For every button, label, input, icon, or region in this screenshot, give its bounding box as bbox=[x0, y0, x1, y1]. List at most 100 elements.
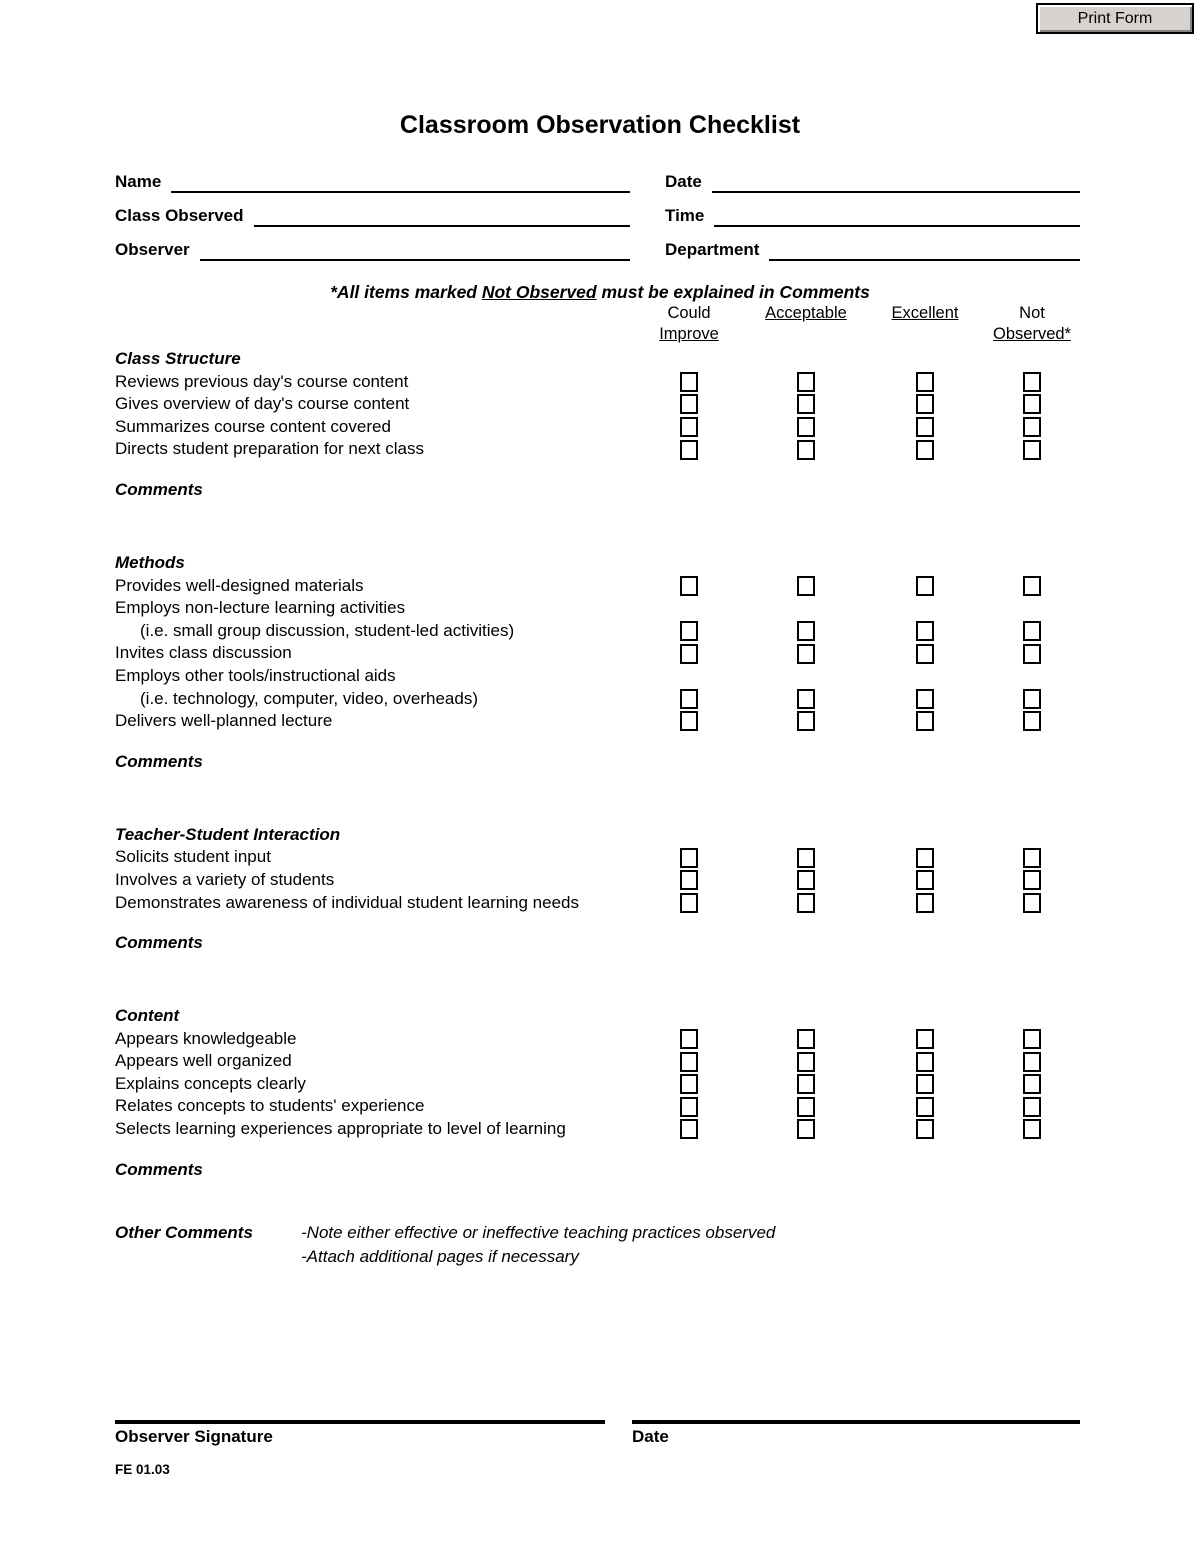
checkbox-excellent[interactable] bbox=[916, 1074, 934, 1095]
checkbox-not-observed[interactable] bbox=[1023, 575, 1041, 596]
other-comments-label: Other Comments bbox=[115, 1223, 253, 1242]
checkbox-could-improve[interactable] bbox=[680, 1074, 698, 1095]
checklist-item-label: Selects learning experiences appropriate… bbox=[115, 1119, 566, 1139]
checkbox-excellent[interactable] bbox=[916, 1028, 934, 1049]
checkbox-acceptable[interactable] bbox=[797, 643, 815, 664]
checkbox-excellent[interactable] bbox=[916, 417, 934, 438]
checkbox-acceptable[interactable] bbox=[797, 417, 815, 438]
checkbox-excellent[interactable] bbox=[916, 1096, 934, 1117]
form-code: FE 01.03 bbox=[115, 1462, 170, 1477]
checkbox-excellent[interactable] bbox=[916, 621, 934, 642]
checkbox-could-improve[interactable] bbox=[680, 643, 698, 664]
checkbox-acceptable[interactable] bbox=[797, 892, 815, 913]
print-form-button[interactable]: Print Form bbox=[1036, 3, 1194, 34]
checkbox-not-observed[interactable] bbox=[1023, 688, 1041, 709]
checkbox-acceptable[interactable] bbox=[797, 1051, 815, 1072]
checkbox-excellent[interactable] bbox=[916, 394, 934, 415]
checklist-row: Explains concepts clearly bbox=[115, 1073, 1088, 1096]
signature-date-block: Date bbox=[632, 1420, 1080, 1452]
observer-label: Observer bbox=[115, 240, 190, 259]
checkbox-could-improve[interactable] bbox=[680, 1051, 698, 1072]
checkbox-not-observed[interactable] bbox=[1023, 870, 1041, 891]
checkbox-could-improve[interactable] bbox=[680, 1096, 698, 1117]
checklist-row: Delivers well-planned lecture bbox=[115, 710, 1088, 733]
checkbox-could-improve[interactable] bbox=[680, 575, 698, 596]
checkbox-not-observed[interactable] bbox=[1023, 643, 1041, 664]
checkbox-excellent[interactable] bbox=[916, 711, 934, 732]
date-input[interactable] bbox=[711, 171, 1080, 193]
checkbox-could-improve[interactable] bbox=[680, 621, 698, 642]
checklist-item-label: Relates concepts to students' experience bbox=[115, 1096, 425, 1116]
checkbox-could-improve[interactable] bbox=[680, 439, 698, 460]
checkbox-not-observed[interactable] bbox=[1023, 1074, 1041, 1095]
checkbox-not-observed[interactable] bbox=[1023, 439, 1041, 460]
observer-field-row: Observer bbox=[115, 239, 630, 261]
checkbox-excellent[interactable] bbox=[916, 575, 934, 596]
checkbox-acceptable[interactable] bbox=[797, 1096, 815, 1117]
checkbox-not-observed[interactable] bbox=[1023, 1051, 1041, 1072]
time-input[interactable] bbox=[714, 205, 1080, 227]
checkbox-could-improve[interactable] bbox=[680, 847, 698, 868]
checkbox-acceptable[interactable] bbox=[797, 1074, 815, 1095]
checkbox-not-observed[interactable] bbox=[1023, 394, 1041, 415]
checkbox-excellent[interactable] bbox=[916, 870, 934, 891]
checklist-item-label: Involves a variety of students bbox=[115, 869, 335, 889]
checklist-row: Relates concepts to students' experience bbox=[115, 1095, 1088, 1118]
checklist-row: Solicits student input bbox=[115, 846, 1088, 869]
checkbox-not-observed[interactable] bbox=[1023, 417, 1041, 438]
checkbox-acceptable[interactable] bbox=[797, 870, 815, 891]
checkbox-not-observed[interactable] bbox=[1023, 847, 1041, 868]
class-observed-input[interactable] bbox=[253, 205, 630, 227]
checkbox-not-observed[interactable] bbox=[1023, 1028, 1041, 1049]
checkbox-excellent[interactable] bbox=[916, 847, 934, 868]
checkbox-could-improve[interactable] bbox=[680, 394, 698, 415]
checkbox-acceptable[interactable] bbox=[797, 439, 815, 460]
checkbox-excellent[interactable] bbox=[916, 643, 934, 664]
checklist-row: Reviews previous day's course content bbox=[115, 371, 1088, 394]
checkbox-excellent[interactable] bbox=[916, 1051, 934, 1072]
checkbox-not-observed[interactable] bbox=[1023, 1119, 1041, 1140]
checkbox-acceptable[interactable] bbox=[797, 371, 815, 392]
checkbox-acceptable[interactable] bbox=[797, 1119, 815, 1140]
class-observed-label: Class Observed bbox=[115, 206, 244, 225]
checkbox-not-observed[interactable] bbox=[1023, 892, 1041, 913]
name-input[interactable] bbox=[171, 171, 630, 193]
checklist-item-label: Invites class discussion bbox=[115, 643, 292, 663]
checkbox-acceptable[interactable] bbox=[797, 621, 815, 642]
checkbox-not-observed[interactable] bbox=[1023, 621, 1041, 642]
checkbox-excellent[interactable] bbox=[916, 439, 934, 460]
checkbox-excellent[interactable] bbox=[916, 688, 934, 709]
checkbox-could-improve[interactable] bbox=[680, 1028, 698, 1049]
checklist-item-label: Appears knowledgeable bbox=[115, 1028, 297, 1048]
checklist-row: Employs other tools/instructional aids bbox=[115, 665, 1088, 688]
checkbox-acceptable[interactable] bbox=[797, 847, 815, 868]
checklist-item-label: Directs student preparation for next cla… bbox=[115, 439, 424, 459]
section-content: Content Appears knowledgeable Appears we… bbox=[115, 1005, 1088, 1181]
checklist-row: (i.e. small group discussion, student-le… bbox=[115, 620, 1088, 643]
checkbox-acceptable[interactable] bbox=[797, 575, 815, 596]
checkbox-acceptable[interactable] bbox=[797, 711, 815, 732]
checkbox-could-improve[interactable] bbox=[680, 870, 698, 891]
checkbox-could-improve[interactable] bbox=[680, 1119, 698, 1140]
checkbox-could-improve[interactable] bbox=[680, 892, 698, 913]
checkbox-could-improve[interactable] bbox=[680, 711, 698, 732]
checkbox-excellent[interactable] bbox=[916, 892, 934, 913]
checkbox-acceptable[interactable] bbox=[797, 1028, 815, 1049]
checkbox-excellent[interactable] bbox=[916, 1119, 934, 1140]
observer-input[interactable] bbox=[199, 239, 630, 261]
checkbox-not-observed[interactable] bbox=[1023, 711, 1041, 732]
checklist-row: Demonstrates awareness of individual stu… bbox=[115, 892, 1088, 915]
checkbox-not-observed[interactable] bbox=[1023, 371, 1041, 392]
checkbox-not-observed[interactable] bbox=[1023, 1096, 1041, 1117]
class-observed-field-row: Class Observed bbox=[115, 205, 630, 227]
checkbox-acceptable[interactable] bbox=[797, 688, 815, 709]
checkbox-could-improve[interactable] bbox=[680, 417, 698, 438]
checkbox-could-improve[interactable] bbox=[680, 688, 698, 709]
checklist-item-label: Demonstrates awareness of individual stu… bbox=[115, 892, 579, 912]
department-input[interactable] bbox=[769, 239, 1080, 261]
checklist-row: Employs non-lecture learning activities bbox=[115, 597, 1088, 620]
checkbox-excellent[interactable] bbox=[916, 371, 934, 392]
checkbox-acceptable[interactable] bbox=[797, 394, 815, 415]
checkbox-could-improve[interactable] bbox=[680, 371, 698, 392]
column-header-not-observed: Not Observed* bbox=[993, 304, 1071, 343]
